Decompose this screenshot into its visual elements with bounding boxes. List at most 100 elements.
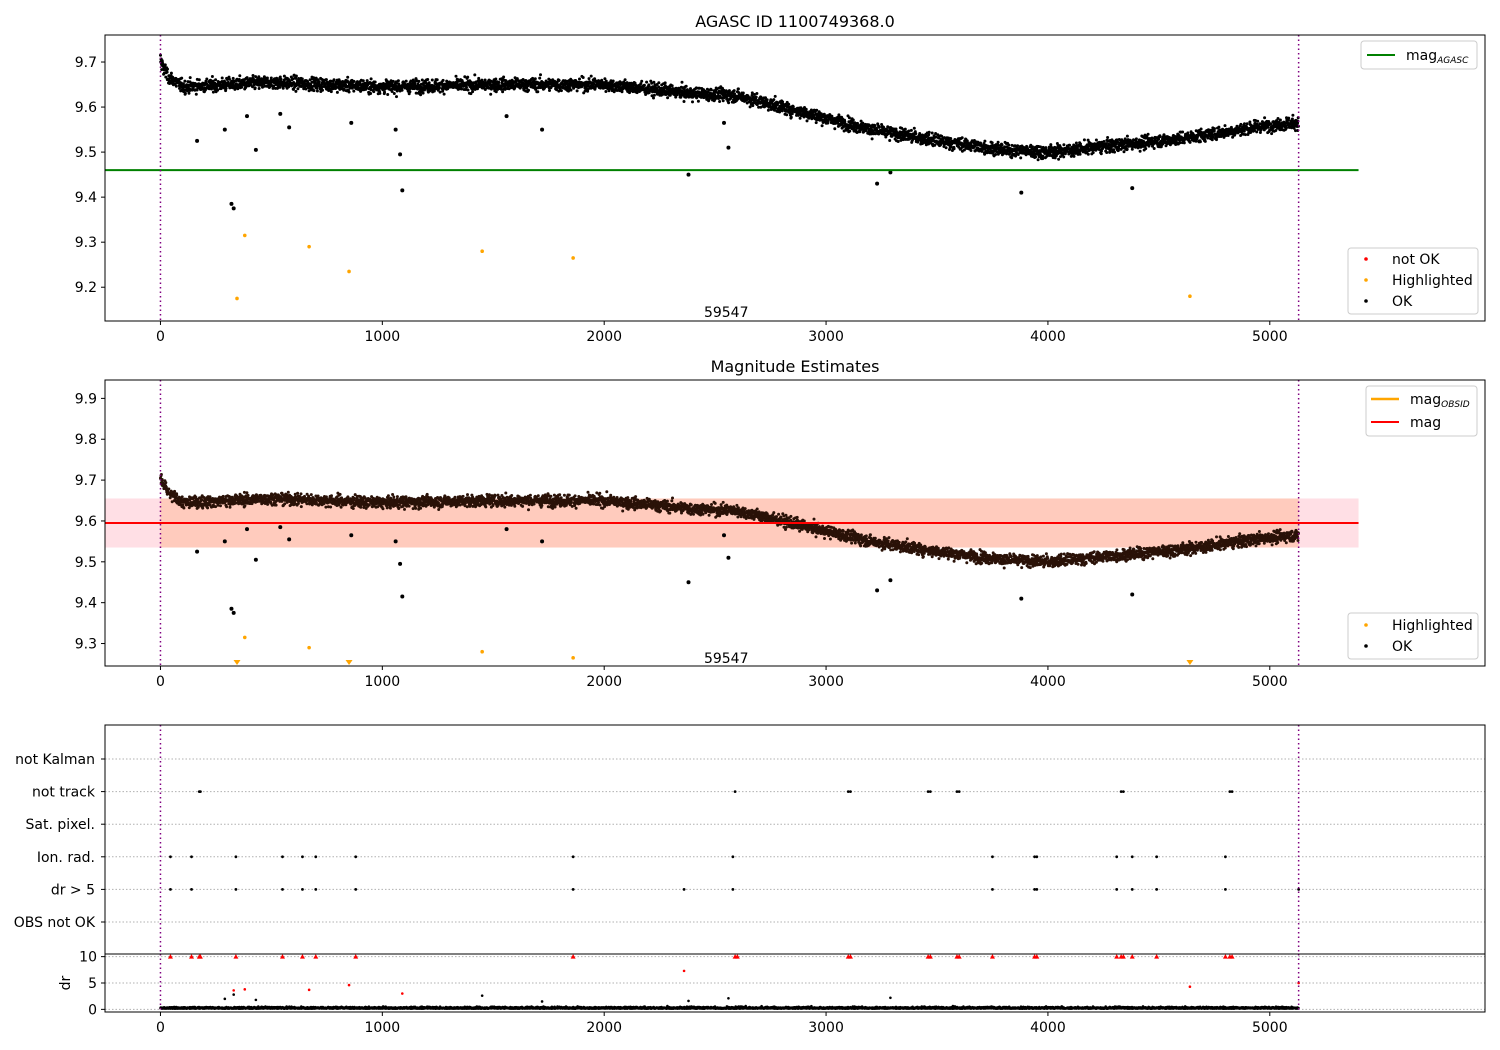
agasc-point-ok — [732, 89, 736, 93]
agasc-point-ok — [727, 101, 731, 105]
agasc-point-ok — [1122, 150, 1126, 154]
agasc-point-ok — [870, 137, 874, 141]
agasc-point-ok — [211, 79, 215, 83]
agasc-point-ok — [772, 98, 776, 102]
agasc-point-ok — [369, 92, 373, 95]
agasc-point-ok — [789, 115, 793, 119]
agasc-point-ok — [383, 90, 386, 94]
agasc-point-ok — [1284, 126, 1288, 130]
agasc-point-ok — [682, 100, 686, 103]
agasc-point-ok — [1203, 139, 1207, 143]
agasc-point-outlier — [1130, 186, 1135, 191]
agasc-point-ok — [623, 78, 627, 82]
agasc-point-ok — [390, 90, 394, 93]
agasc-point-ok — [569, 88, 573, 92]
agasc-point-ok — [342, 87, 346, 91]
agasc-point-ok — [1113, 150, 1116, 154]
legend-marker-ok — [1364, 299, 1368, 303]
agasc-point-ok — [332, 78, 336, 82]
agasc-point-ok — [748, 105, 752, 109]
panel-agasc-annotation: 59547 — [704, 305, 749, 321]
agasc-point-highlighted — [1188, 294, 1192, 299]
agasc-point-highlighted — [571, 256, 575, 260]
agasc-point-ok — [1255, 130, 1259, 134]
agasc-point-ok — [581, 76, 585, 79]
agasc-point-ok — [454, 74, 458, 78]
agasc-point-ok — [164, 75, 168, 79]
mag-point-ok — [167, 487, 171, 491]
agasc-point-ok — [611, 79, 615, 83]
agasc-point-ok — [268, 85, 272, 89]
agasc-point-ok — [1144, 147, 1148, 151]
agasc-point-ok — [294, 74, 298, 78]
agasc-point-ok — [159, 53, 162, 57]
agasc-point-outlier — [229, 201, 234, 206]
agasc-point-ok — [1019, 156, 1023, 160]
agasc-point-ok — [1152, 147, 1156, 150]
agasc-point-ok — [1181, 130, 1185, 134]
agasc-point-ok — [1125, 134, 1129, 138]
agasc-point-ok — [477, 76, 481, 80]
panel-agasc-legend-top: magAGASC — [1360, 40, 1478, 70]
agasc-ytick-label: 9.5 — [75, 145, 97, 161]
agasc-point-ok — [272, 84, 276, 88]
agasc-point-ok — [1091, 151, 1095, 155]
agasc-point-ok — [1036, 158, 1040, 162]
agasc-point-ok — [414, 91, 418, 95]
agasc-point-ok — [914, 132, 918, 136]
agasc-point-ok — [240, 85, 244, 89]
agasc-point-ok — [527, 88, 530, 92]
agasc-ytick-label: 9.3 — [75, 235, 97, 251]
agasc-point-ok — [755, 92, 759, 95]
agasc-point-ok — [210, 75, 214, 78]
agasc-point-ok — [533, 77, 537, 81]
agasc-point-ok — [1243, 122, 1246, 126]
agasc-point-outlier — [231, 206, 236, 211]
agasc-point-ok — [466, 88, 470, 92]
agasc-point-ok — [251, 74, 255, 77]
agasc-point-ok — [848, 129, 852, 133]
agasc-point-ok — [254, 75, 258, 79]
agasc-point-ok — [437, 86, 441, 89]
agasc-point-ok — [873, 124, 877, 128]
agasc-point-ok — [666, 96, 670, 100]
agasc-ytick-label: 9.7 — [75, 55, 97, 71]
agasc-point-ok — [237, 78, 241, 81]
agasc-point-ok — [927, 133, 931, 137]
legend-label-not-ok: not OK — [1392, 252, 1440, 268]
agasc-point-ok — [253, 86, 257, 90]
agasc-point-ok — [1074, 141, 1078, 145]
agasc-point-ok — [263, 84, 267, 88]
agasc-point-ok — [1223, 124, 1227, 128]
agasc-xtick-label: 3000 — [808, 329, 844, 345]
agasc-point-ok — [396, 79, 400, 83]
agasc-point-ok — [278, 85, 282, 89]
agasc-point-ok — [1000, 143, 1004, 147]
agasc-point-ok — [751, 104, 755, 108]
agasc-point-ok — [718, 100, 722, 103]
agasc-point-ok — [1287, 116, 1291, 120]
agasc-point-ok — [1134, 137, 1138, 141]
agasc-point-ok — [1256, 119, 1260, 123]
legend-marker-not-ok — [1364, 257, 1368, 261]
agasc-point-outlier — [400, 188, 405, 193]
agasc-point-ok — [395, 95, 398, 99]
agasc-point-ok — [578, 77, 581, 81]
agasc-point-ok — [228, 77, 231, 81]
agasc-point-ok — [888, 139, 892, 142]
panel-agasc: AGASC ID 1100749368.0 0 1000 2000 3000 4000 5… — [75, 12, 1486, 345]
agasc-point-ok — [1125, 147, 1129, 151]
agasc-point-ok — [983, 139, 987, 143]
agasc-point-ok — [1044, 146, 1048, 150]
agasc-point-ok — [373, 80, 377, 84]
agasc-point-outlier — [726, 145, 731, 150]
agasc-point-ok — [1082, 138, 1086, 142]
agasc-point-ok — [815, 108, 819, 112]
agasc-point-ok — [265, 76, 269, 80]
agasc-point-ok — [473, 73, 477, 77]
agasc-point-ok — [575, 89, 579, 93]
agasc-point-outlier — [722, 120, 727, 125]
agasc-point-ok — [178, 86, 181, 90]
agasc-point-ok — [1016, 144, 1020, 148]
